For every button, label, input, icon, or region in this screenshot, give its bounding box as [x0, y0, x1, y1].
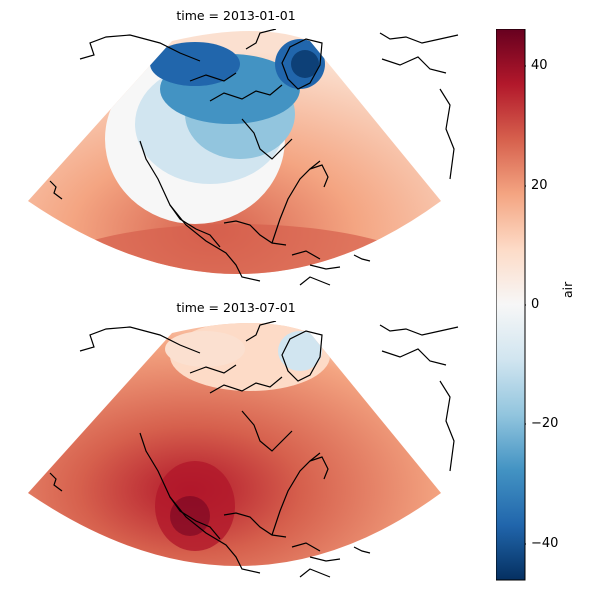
colorbar-tick: −20 [531, 416, 559, 431]
colorbar-tick: 40 [531, 58, 548, 73]
colorbar-tick: −40 [531, 536, 559, 551]
colorbar [496, 29, 526, 581]
panel-title-july: time = 2013-07-01 [176, 300, 296, 315]
colorbar-label: air [560, 281, 575, 298]
map-panel-january [10, 29, 461, 288]
colorbar-tick: 20 [531, 178, 548, 193]
colorbar-tick: 0 [531, 297, 540, 312]
map-panel-july [10, 321, 461, 580]
panel-title-january: time = 2013-01-01 [176, 8, 296, 23]
